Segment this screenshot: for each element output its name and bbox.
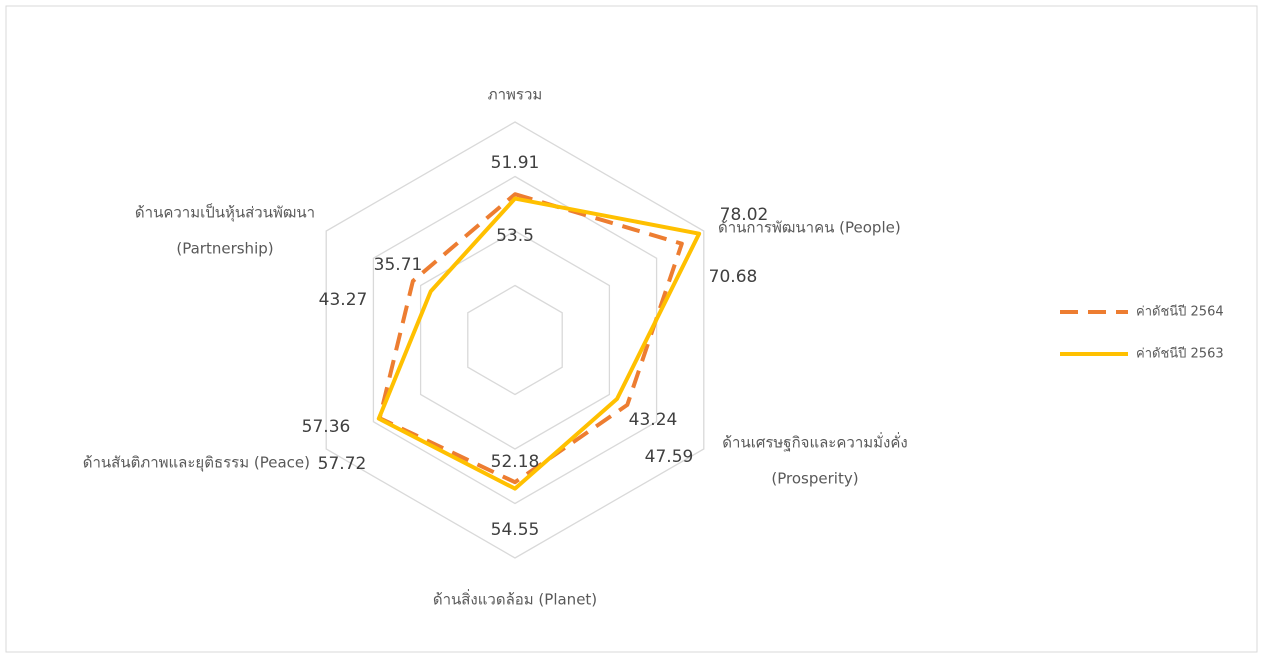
data-label: 78.02 [720, 205, 769, 225]
grid-ring [325, 121, 705, 559]
category-label: ภาพรวม [488, 86, 543, 104]
data-label: 57.72 [318, 454, 367, 474]
grid-ring [372, 175, 658, 505]
category-label: (Partnership) [176, 240, 273, 258]
grid-ring [467, 284, 563, 396]
series-line [376, 196, 702, 491]
data-label: 43.24 [629, 410, 678, 430]
data-label: 52.18 [491, 452, 540, 472]
category-label: ด้านความเป็นหุ้นส่วนพัฒนา [135, 203, 315, 223]
legend-label: ค่าดัชนีปี 2563 [1136, 346, 1224, 362]
category-label: ด้านเศรษฐกิจและความมั่งคั่ง [722, 432, 907, 452]
chart-frame [5, 5, 1258, 653]
data-label: 51.91 [491, 153, 540, 173]
data-label: 35.71 [374, 255, 423, 275]
data-label: 47.59 [645, 447, 694, 467]
legend-label: ค่าดัชนีปี 2564 [1136, 304, 1224, 320]
series-line [377, 192, 684, 485]
category-label: ด้านการพัฒนาคน (People) [718, 219, 901, 237]
data-label: 57.36 [302, 417, 351, 437]
category-label: (Prosperity) [771, 470, 858, 488]
grid-ring [419, 230, 611, 450]
data-label: 53.5 [496, 226, 534, 246]
category-label: ด้านสิ่งแวดล้อม (Planet) [433, 589, 597, 609]
data-label: 70.68 [709, 267, 758, 287]
category-label: ด้านสันติภาพและยุติธรรม (Peace) [83, 454, 310, 473]
data-label: 54.55 [491, 520, 540, 540]
data-label: 43.27 [319, 290, 368, 310]
